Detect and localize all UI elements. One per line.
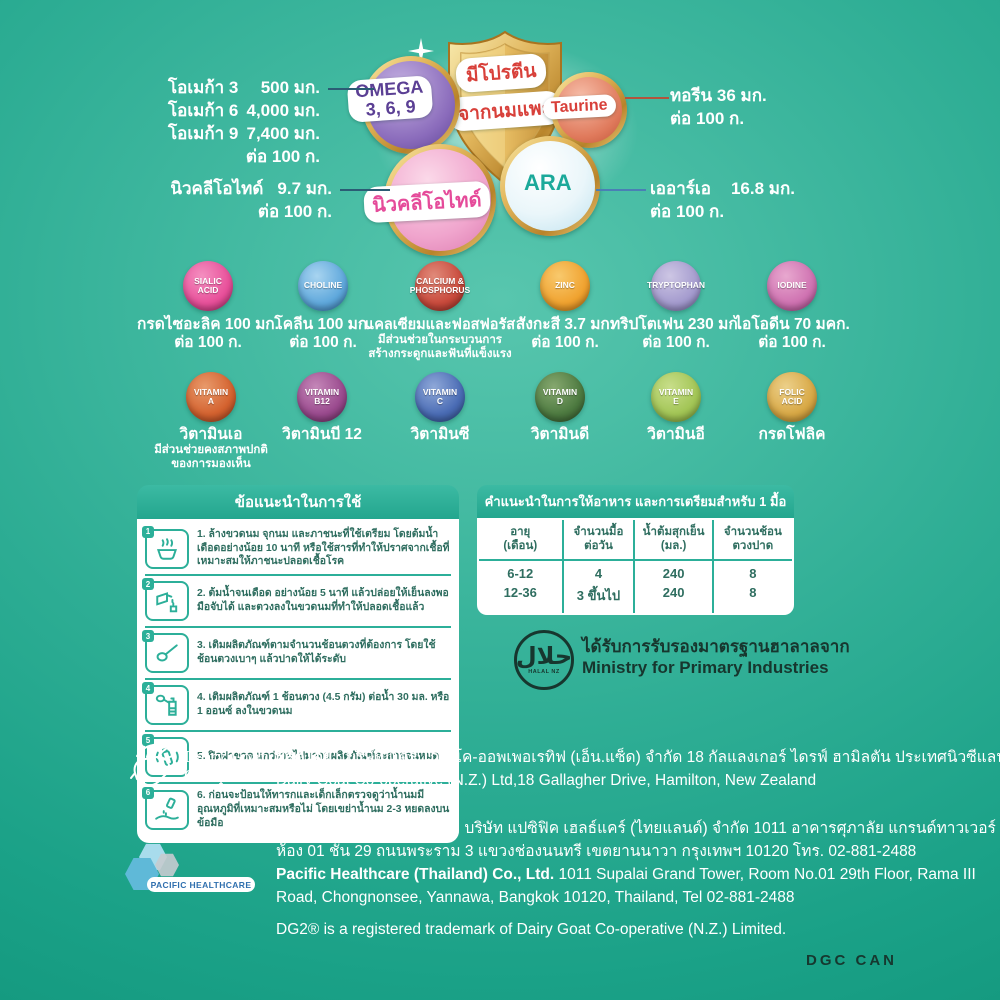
importer-line-en: Pacific Healthcare (Thailand) Co., Ltd. … xyxy=(276,866,976,883)
nucleotide-badge-label: นิวคลีโอไทด์ xyxy=(363,180,491,224)
nucleotide-per-100g: ต่อ 100 ก. xyxy=(257,202,332,221)
feeding-guide-table: คำแนะนำในการให้อาหาร และการเตรียมสำหรับ … xyxy=(477,485,794,615)
table-cell: 240 xyxy=(635,583,714,613)
column-header-scoops: จำนวนช้อน ตวงปาด xyxy=(713,520,792,561)
table-cell: 4 xyxy=(564,561,636,583)
iodine-badge: IODINE xyxy=(767,261,817,311)
ara-badge-face xyxy=(505,141,595,231)
vitamin-e-badge: VITAMIN E xyxy=(651,372,701,422)
column-header-age: อายุ (เดือน) xyxy=(479,520,564,561)
sparkle-icon xyxy=(408,38,434,64)
boiling-water-pour-icon: 2 xyxy=(142,578,189,622)
taurine-connector-line xyxy=(625,97,669,99)
calcium-phosphorus-label: แคลเซียมและฟอสฟอรัส มีส่วนช่วยในกระบวนกา… xyxy=(364,317,516,360)
folic-acid-badge: FOLIC ACID xyxy=(767,372,817,422)
omega6-row: โอเมก้า 6 4,000 มก. xyxy=(168,101,320,120)
importer-line: นำเข้าและจัดจำหน่ายโดย : บริษัท แปซิฟิค … xyxy=(276,820,996,837)
omega-badge-label: OMEGA 3, 6, 9 xyxy=(346,75,434,123)
taurine-badge: Taurine xyxy=(542,72,627,148)
can-code: DGC CAN xyxy=(806,952,897,969)
vitamin-c-badge: VITAMIN C xyxy=(415,372,465,422)
tryptophan-label: ทริปโตเฟน 230 มก. ต่อ 100 ก. xyxy=(609,316,743,351)
table-cell: 6-12 xyxy=(479,561,564,583)
table-cell: 8 xyxy=(749,585,757,600)
dairy-goat-logo-icon xyxy=(128,740,180,795)
bottle-washing-icon: 1 xyxy=(142,525,189,569)
dairy-goat-logo-text: Dairy Goat Co-operative xyxy=(184,748,282,785)
omega3-row: โอเมก้า 3 500 มก. xyxy=(168,78,320,97)
instruction-step-1: 1 1. ล้างขวดนม จุกนม และภาชนะที่ใช้เตรีย… xyxy=(142,523,451,574)
vitamin-b12-badge: VITAMIN B12 xyxy=(297,372,347,422)
vitamin-c-label: วิตามินซี xyxy=(410,426,470,443)
folic-acid-label: กรดโฟลิค xyxy=(758,426,826,443)
feeding-guide-title: คำแนะนำในการให้อาหาร และการเตรียมสำหรับ … xyxy=(477,485,794,518)
instruction-step-6: 6 6. ก่อนจะป้อนให้ทารกและเด็กเล็กตรวจดูว… xyxy=(142,782,451,835)
produced-by-line: ผลิตโดย : บริษัท แดรี่ โกท โค-ออพเพอเรทิ… xyxy=(276,749,1000,766)
omega-connector-line xyxy=(328,88,374,90)
instruction-step-4: 4 4. เติมผลิตภัณฑ์ 1 ช้อนตวง (4.5 กรัม) … xyxy=(142,678,451,730)
ara-badge-label: ARA xyxy=(524,170,572,195)
usage-instructions-title: ข้อแนะนำในการใช้ xyxy=(137,485,459,519)
halal-nz-text: HALAL NZ xyxy=(528,669,560,675)
instruction-step-2: 2 2. ต้มน้ำจนเดือด อย่างน้อย 5 นาที แล้ว… xyxy=(142,574,451,626)
omega-per-100g: ต่อ 100 ก. xyxy=(245,147,320,166)
taurine-stat: ทอรีน 36 มก. xyxy=(670,86,767,105)
trademark-line: DG2® is a registered trademark of Dairy … xyxy=(276,921,787,938)
vitamin-a-badge: VITAMIN A xyxy=(186,372,236,422)
nucleotide-connector-line xyxy=(340,189,390,191)
vitamin-d-label: วิตามินดี xyxy=(530,426,590,443)
importer-line2: ห้อง 01 ชั้น 29 ถนนพระราม 3 แขวงช่องนนทร… xyxy=(276,843,917,860)
shield-claim-line1: มีโปรตีน xyxy=(454,52,548,94)
taurine-badge-label: Taurine xyxy=(542,94,617,120)
pacific-healthcare-logo: PACIFIC HEALTHCARE xyxy=(125,843,255,899)
sialic-acid-badge: SIALIC ACID xyxy=(183,261,233,311)
halal-arabic-text: حلال xyxy=(515,643,573,670)
omega9-row: โอเมก้า 9 7,400 มก. xyxy=(168,124,320,143)
choline-badge: CHOLINE xyxy=(298,261,348,311)
usage-instructions-panel: ข้อแนะนำในการใช้ 1 1. ล้างขวดนม จุกนม แล… xyxy=(137,485,459,844)
usage-instructions-body: 1 1. ล้างขวดนม จุกนม และภาชนะที่ใช้เตรีย… xyxy=(137,519,459,844)
nucleotide-stat: นิวคลีโอไทด์ 9.7 มก. xyxy=(170,179,332,198)
pacific-healthcare-wordmark: PACIFIC HEALTHCARE xyxy=(147,877,255,892)
choline-label: โคลีน 100 มก. ต่อ 100 ก. xyxy=(274,316,372,351)
ara-connector-line xyxy=(596,189,646,191)
iodine-label: ไอโอดีน 70 มคก. ต่อ 100 ก. xyxy=(734,316,850,351)
table-cell: 8 xyxy=(749,566,757,581)
nucleotide-badge: นิวคลีโอไทด์ xyxy=(363,144,496,256)
halal-certification-text: ได้รับการรับรองมาตรฐานฮาลาลจาก Ministry … xyxy=(582,637,850,677)
omega-badge: OMEGA 3, 6, 9 xyxy=(346,56,460,154)
column-header-meals-per-day: จำนวนมื้อ ต่อวัน xyxy=(563,520,636,561)
calcium-phosphorus-badge: CALCIUM & PHOSPHORUS xyxy=(410,261,470,311)
taurine-per-100g: ต่อ 100 ก. xyxy=(670,109,745,128)
vitamin-d-badge: VITAMIN D xyxy=(535,372,585,422)
omega-stats: โอเมก้า 3 500 มก. โอเมก้า 6 4,000 มก. โอ… xyxy=(168,76,320,168)
wrist-temperature-test-icon: 6 xyxy=(142,786,189,830)
ara-per-100g: ต่อ 100 ก. xyxy=(650,202,725,221)
hexagon-icon xyxy=(155,853,179,877)
ara-badge: ARA xyxy=(500,136,600,236)
produced-by-line-en: Dairy Goat Co-operative (N.Z.) Ltd,18 Ga… xyxy=(276,772,817,789)
column-header-water-ml: น้ำต้มสุกเย็น (มล.) xyxy=(635,520,714,561)
sialic-acid-label: กรดไซอะลิค 100 มก. ต่อ 100 ก. xyxy=(137,316,279,351)
vitamin-b12-label: วิตามินบี 12 xyxy=(282,426,362,443)
vitamin-a-label: วิตามินเอ มีส่วนช่วยคงสภาพปกติ ของการมอง… xyxy=(154,426,268,470)
table-cell: 3 ขึ้นไป xyxy=(564,583,636,613)
scoop-into-bottle-icon: 4 xyxy=(142,682,189,726)
tryptophan-badge: TRYPTOPHAN xyxy=(647,261,705,311)
table-cell: 240 xyxy=(635,561,714,583)
ara-stat: เออาร์เอ 16.8 มก. xyxy=(650,179,795,198)
measuring-spoon-icon: 3 xyxy=(142,630,189,674)
zinc-label: สังกะสี 3.7 มก. ต่อ 100 ก. xyxy=(515,316,615,351)
instruction-step-3: 3 3. เติมผลิตภัณฑ์ตามจำนวนช้อนตวงที่ต้อง… xyxy=(142,626,451,678)
importer-line-en2: Road, Chongnonsee, Yannawa, Bangkok 1012… xyxy=(276,889,795,906)
zinc-badge: ZINC xyxy=(540,261,590,311)
table-cell: 12-36 xyxy=(479,583,564,613)
feeding-guide-body: อายุ (เดือน) จำนวนมื้อ ต่อวัน น้ำต้มสุกเ… xyxy=(477,518,794,615)
halal-nz-logo: حلال HALAL NZ xyxy=(514,630,574,690)
vitamin-e-label: วิตามินอี xyxy=(647,426,705,443)
